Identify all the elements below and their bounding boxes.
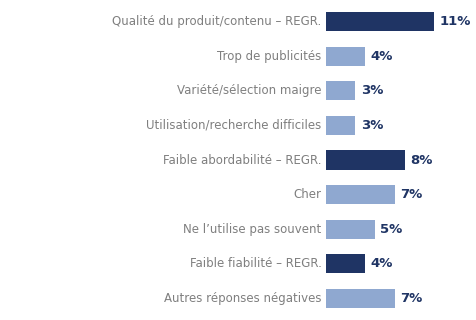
Text: 3%: 3%	[360, 84, 382, 97]
FancyBboxPatch shape	[325, 81, 355, 100]
FancyBboxPatch shape	[325, 185, 394, 204]
Text: Autres réponses négatives: Autres réponses négatives	[164, 292, 321, 305]
Text: Utilisation/recherche difficiles: Utilisation/recherche difficiles	[146, 119, 321, 132]
Text: 7%: 7%	[399, 292, 421, 305]
FancyBboxPatch shape	[325, 254, 365, 273]
FancyBboxPatch shape	[325, 12, 433, 31]
Text: Qualité du produit/contenu – REGR.: Qualité du produit/contenu – REGR.	[112, 15, 321, 28]
FancyBboxPatch shape	[325, 116, 355, 135]
Text: 4%: 4%	[370, 257, 392, 270]
Text: Ne l’utilise pas souvent: Ne l’utilise pas souvent	[183, 223, 321, 236]
Text: 11%: 11%	[438, 15, 470, 28]
Text: Cher: Cher	[293, 188, 321, 201]
FancyBboxPatch shape	[325, 47, 365, 66]
Text: 5%: 5%	[380, 223, 402, 236]
Text: Variété/sélection maigre: Variété/sélection maigre	[177, 84, 321, 97]
FancyBboxPatch shape	[325, 220, 374, 239]
Text: 4%: 4%	[370, 50, 392, 63]
Text: Faible abordabilité – REGR.: Faible abordabilité – REGR.	[163, 154, 321, 166]
Text: 3%: 3%	[360, 119, 382, 132]
FancyBboxPatch shape	[325, 289, 394, 308]
Text: Trop de publicités: Trop de publicités	[217, 50, 321, 63]
FancyBboxPatch shape	[325, 150, 404, 170]
Text: Faible fiabilité – REGR.: Faible fiabilité – REGR.	[189, 257, 321, 270]
Text: 7%: 7%	[399, 188, 421, 201]
Text: 8%: 8%	[409, 154, 431, 166]
